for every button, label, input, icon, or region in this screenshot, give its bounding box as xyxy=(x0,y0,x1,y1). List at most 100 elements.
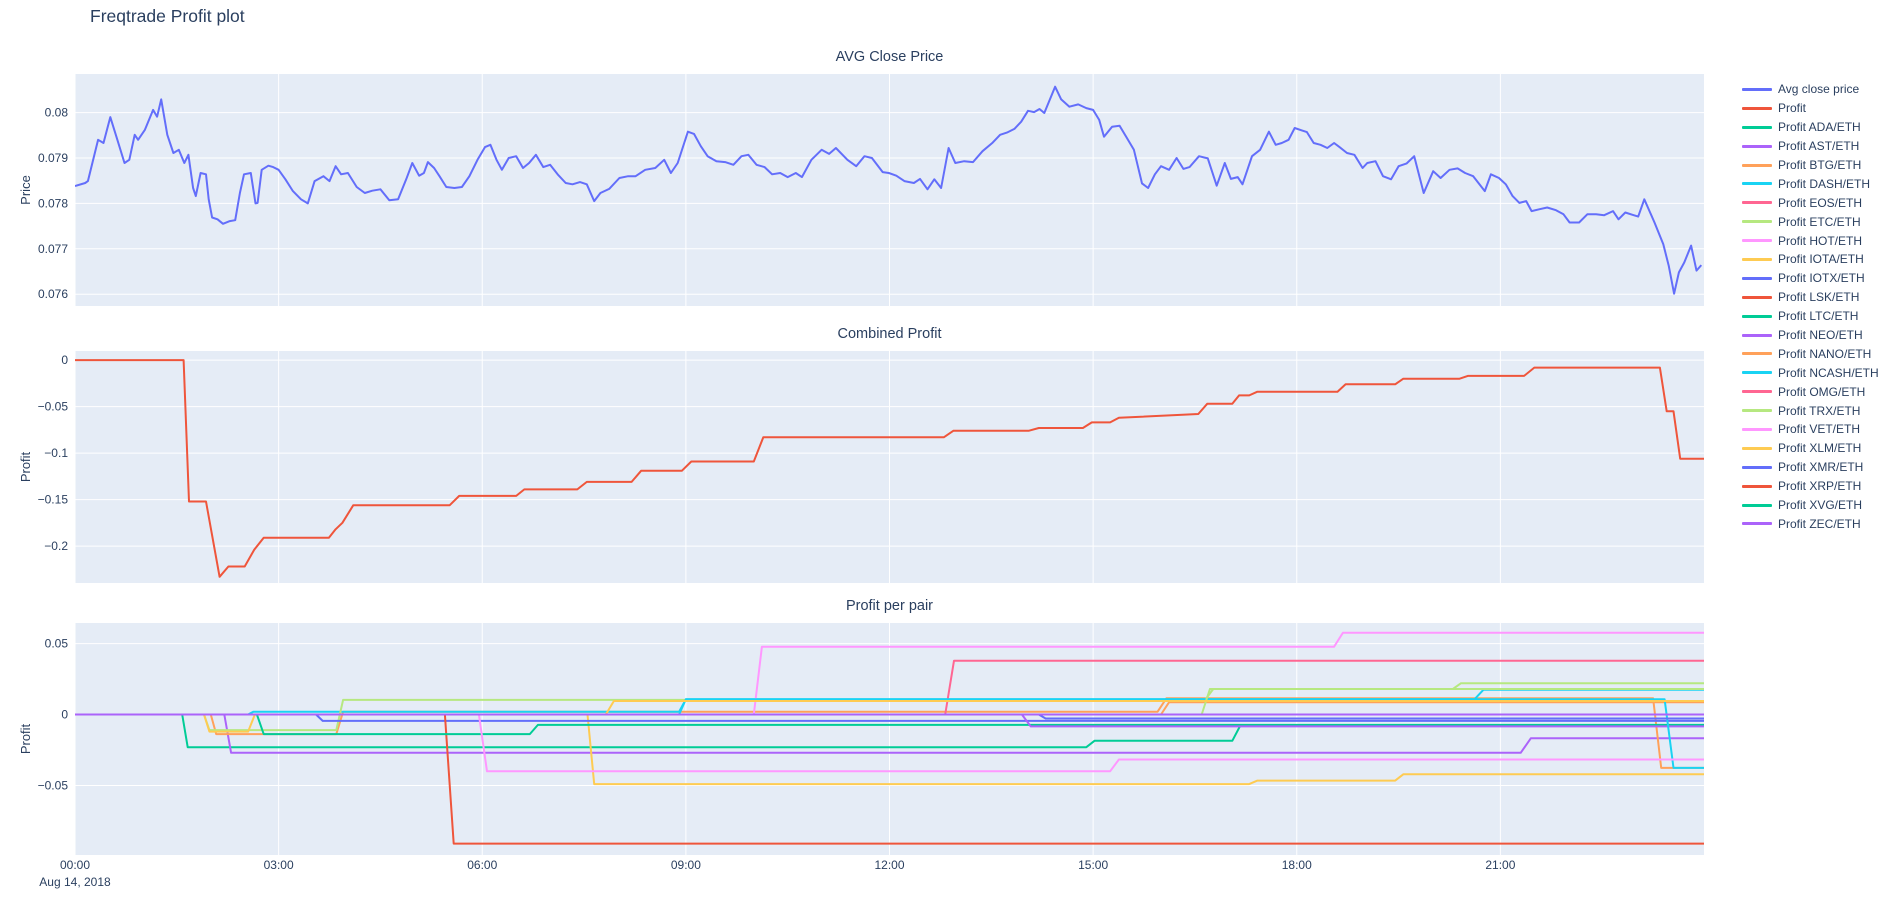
legend-item-profit-ast-eth[interactable]: Profit AST/ETH xyxy=(1742,137,1896,156)
legend-line-swatch xyxy=(1742,87,1772,91)
y-tick-label: 0.077 xyxy=(38,242,68,256)
legend-line-swatch xyxy=(1742,182,1772,186)
legend-item-profit-zec-eth[interactable]: Profit ZEC/ETH xyxy=(1742,514,1896,533)
legend-item-profit-trx-eth[interactable]: Profit TRX/ETH xyxy=(1742,401,1896,420)
legend-item-profit-xvg-eth[interactable]: Profit XVG/ETH xyxy=(1742,496,1896,515)
x-tick-label: 09:00 xyxy=(671,858,701,872)
legend-label: Profit ZEC/ETH xyxy=(1778,516,1861,531)
x-tick-label: 12:00 xyxy=(874,858,904,872)
legend-label: Profit XRP/ETH xyxy=(1778,479,1862,494)
legend-line-swatch xyxy=(1742,503,1772,507)
y-axis-title-1: Price xyxy=(18,175,33,205)
legend-item-profit-ncash-eth[interactable]: Profit NCASH/ETH xyxy=(1742,363,1896,382)
legend-line-swatch xyxy=(1742,484,1772,488)
legend-line-swatch xyxy=(1742,257,1772,261)
legend-line-swatch xyxy=(1742,220,1772,224)
legend-item-avg-close-price[interactable]: Avg close price xyxy=(1742,80,1896,99)
y-tick-label: 0.08 xyxy=(45,106,69,120)
legend-line-swatch xyxy=(1742,446,1772,450)
legend-line-swatch xyxy=(1742,276,1772,280)
legend-label: Profit XMR/ETH xyxy=(1778,460,1864,475)
x-tick-label: 18:00 xyxy=(1282,858,1312,872)
legend-item-profit-vet-eth[interactable]: Profit VET/ETH xyxy=(1742,420,1896,439)
legend-label: Profit IOTA/ETH xyxy=(1778,252,1864,267)
legend-label: Profit OMG/ETH xyxy=(1778,384,1866,399)
legend-label: Profit IOTX/ETH xyxy=(1778,271,1865,286)
chart-title-3: Profit per pair xyxy=(846,598,933,614)
chart-title-1: AVG Close Price xyxy=(836,49,944,65)
legend-line-swatch xyxy=(1742,295,1772,299)
legend-item-profit-neo-eth[interactable]: Profit NEO/ETH xyxy=(1742,326,1896,345)
y-tick-label: −0.05 xyxy=(38,778,69,792)
legend-line-swatch xyxy=(1742,371,1772,375)
legend-label: Profit DASH/ETH xyxy=(1778,176,1871,191)
legend-item-profit-xmr-eth[interactable]: Profit XMR/ETH xyxy=(1742,458,1896,477)
y-tick-label: −0.2 xyxy=(44,539,68,553)
series-avg-close-price xyxy=(75,85,1703,295)
series-profit-ada-eth xyxy=(75,713,1704,749)
legend-line-swatch xyxy=(1742,239,1772,243)
series-profit-btg-eth xyxy=(75,697,1704,769)
legend-item-profit-dash-eth[interactable]: Profit DASH/ETH xyxy=(1742,174,1896,193)
legend-line-swatch xyxy=(1742,465,1772,469)
legend-item-profit-btg-eth[interactable]: Profit BTG/ETH xyxy=(1742,156,1896,175)
legend-label: Profit XVG/ETH xyxy=(1778,498,1863,513)
series-profit-xlm-eth xyxy=(75,700,1704,733)
x-tick-label: 15:00 xyxy=(1078,858,1108,872)
legend-label: Profit BTG/ETH xyxy=(1778,158,1862,172)
legend-item-profit-eos-eth[interactable]: Profit EOS/ETH xyxy=(1742,193,1896,212)
legend-line-swatch xyxy=(1742,390,1772,394)
x-tick-label: 21:00 xyxy=(1485,858,1515,872)
legend-label: Profit xyxy=(1778,101,1807,116)
series-profit xyxy=(75,359,1704,578)
legend-item-profit-iotx-eth[interactable]: Profit IOTX/ETH xyxy=(1742,269,1896,288)
legend-label: Profit HOT/ETH xyxy=(1778,233,1863,248)
x-axis-date-label: Aug 14, 2018 xyxy=(39,875,111,889)
legend-label: Profit VET/ETH xyxy=(1778,422,1861,437)
y-tick-label: 0 xyxy=(61,353,68,367)
x-tick-label: 06:00 xyxy=(467,858,497,872)
y-tick-label: −0.05 xyxy=(38,400,69,414)
legend-label: Profit ADA/ETH xyxy=(1778,120,1861,135)
legend-item-profit-iota-eth[interactable]: Profit IOTA/ETH xyxy=(1742,250,1896,269)
legend-item-profit-xlm-eth[interactable]: Profit XLM/ETH xyxy=(1742,439,1896,458)
x-tick-label: 03:00 xyxy=(264,858,294,872)
y-tick-label: −0.15 xyxy=(38,493,69,507)
x-tick-label: 00:00 xyxy=(60,858,90,872)
y-tick-label: −0.1 xyxy=(44,446,68,460)
legend-label: Profit NEO/ETH xyxy=(1778,328,1863,343)
y-tick-label: 0 xyxy=(61,708,68,722)
y-tick-label: 0.05 xyxy=(45,637,69,651)
legend-item-profit-lsk-eth[interactable]: Profit LSK/ETH xyxy=(1742,288,1896,307)
legend-line-swatch xyxy=(1742,352,1772,356)
legend-item-profit-hot-eth[interactable]: Profit HOT/ETH xyxy=(1742,231,1896,250)
legend-item-profit-etc-eth[interactable]: Profit ETC/ETH xyxy=(1742,212,1896,231)
legend-line-swatch xyxy=(1742,314,1772,318)
legend-line-swatch xyxy=(1742,106,1772,110)
legend-item-profit-ada-eth[interactable]: Profit ADA/ETH xyxy=(1742,118,1896,137)
y-tick-label: 0.079 xyxy=(38,151,68,165)
legend-label: Profit LSK/ETH xyxy=(1778,290,1860,305)
page-title: Freqtrade Profit plot xyxy=(90,6,245,26)
legend-item-profit-omg-eth[interactable]: Profit OMG/ETH xyxy=(1742,382,1896,401)
legend-line-swatch xyxy=(1742,427,1772,431)
legend-label: Profit TRX/ETH xyxy=(1778,403,1861,418)
series-profit-iota-eth xyxy=(75,713,1704,786)
legend-item-profit-ltc-eth[interactable]: Profit LTC/ETH xyxy=(1742,307,1896,326)
legend-item-profit-xrp-eth[interactable]: Profit XRP/ETH xyxy=(1742,477,1896,496)
legend-line-swatch xyxy=(1742,333,1772,337)
chart-title-2: Combined Profit xyxy=(838,326,942,342)
legend-label: Profit NANO/ETH xyxy=(1778,346,1872,361)
legend-label: Profit ETC/ETH xyxy=(1778,214,1861,229)
legend-item-profit-nano-eth[interactable]: Profit NANO/ETH xyxy=(1742,344,1896,363)
legend-line-swatch xyxy=(1742,409,1772,413)
y-axis-title-3: Profit xyxy=(18,723,33,754)
legend-item-profit[interactable]: Profit xyxy=(1742,99,1896,118)
legend-label: Profit NCASH/ETH xyxy=(1778,365,1879,380)
legend-label: Profit EOS/ETH xyxy=(1778,195,1863,210)
legend-line-swatch xyxy=(1742,163,1772,167)
legend-label: Profit LTC/ETH xyxy=(1778,309,1859,324)
legend-line-swatch xyxy=(1742,125,1772,129)
y-tick-label: 0.076 xyxy=(38,287,68,301)
